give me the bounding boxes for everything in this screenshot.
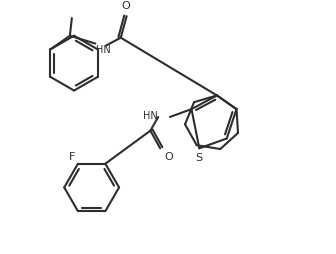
- Text: F: F: [69, 152, 75, 162]
- Text: S: S: [195, 153, 202, 163]
- Text: O: O: [164, 152, 173, 162]
- Text: HN: HN: [96, 44, 111, 55]
- Text: HN: HN: [143, 111, 158, 121]
- Text: O: O: [121, 1, 130, 11]
